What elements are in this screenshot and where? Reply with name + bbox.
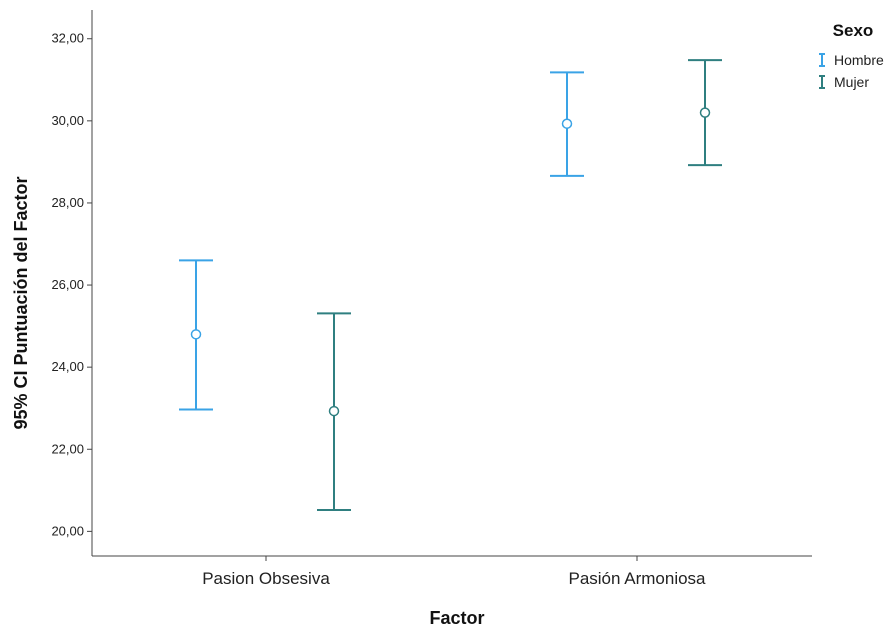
axes [91,10,812,557]
legend-title: Sexo [833,21,874,40]
y-tick-label: 22,00 [51,441,84,456]
series-hombre [179,71,584,411]
x-tick-label: Pasión Armoniosa [568,569,706,588]
legend-label: Mujer [834,74,869,90]
legend-label: Hombre [834,52,884,68]
mean-point [699,107,711,118]
y-tick-label: 24,00 [51,359,84,374]
x-axis-title: Factor [429,608,484,628]
y-axis-title: 95% CI Puntuación del Factor [11,176,31,429]
legend: Sexo Hombre Mujer [819,21,884,90]
error-bars [179,59,722,512]
y-tick-label: 28,00 [51,195,84,210]
series-mujer [317,59,722,512]
legend-item-mujer: Mujer [819,74,869,90]
y-ticks: 20,00 22,00 24,00 26,00 28,00 30,00 32,00 [51,31,92,538]
x-tick-label: Pasion Obsesiva [202,569,330,588]
y-tick-label: 30,00 [51,113,84,128]
y-tick-label: 20,00 [51,523,84,538]
x-ticks: Pasion Obsesiva Pasión Armoniosa [202,556,706,588]
mean-point [328,405,340,417]
legend-item-hombre: Hombre [819,52,884,68]
y-tick-label: 26,00 [51,277,84,292]
mean-point [190,329,202,340]
mean-point [561,118,573,129]
y-tick-label: 32,00 [51,31,84,46]
